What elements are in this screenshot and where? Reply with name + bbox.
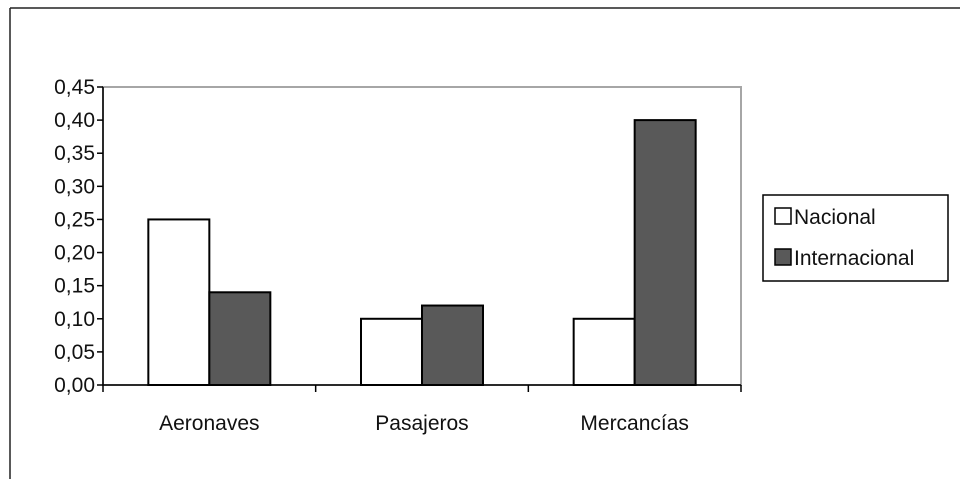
x-axis-labels: Aeronaves Pasajeros Mercancías bbox=[159, 412, 689, 435]
y-tick-label: 0,10 bbox=[54, 308, 95, 331]
x-axis-ticks bbox=[102, 385, 742, 392]
y-tick-label: 0,25 bbox=[54, 208, 95, 231]
bar-nacional bbox=[572, 317, 636, 386]
legend-label-internacional: Internacional bbox=[794, 247, 914, 270]
legend: Nacional Internacional bbox=[762, 194, 949, 282]
y-tick-label: 0,05 bbox=[54, 341, 95, 364]
bar-internacional bbox=[633, 119, 697, 386]
legend-box bbox=[762, 194, 949, 282]
bar-nacional bbox=[360, 317, 423, 386]
y-axis-ticks bbox=[97, 86, 103, 386]
x-tick-label: Aeronaves bbox=[159, 412, 259, 435]
y-tick-label: 0,45 bbox=[54, 76, 95, 99]
y-tick-label: 0,30 bbox=[54, 175, 95, 198]
legend-label-nacional: Nacional bbox=[794, 206, 876, 229]
x-tick-label: Pasajeros bbox=[375, 412, 468, 435]
y-tick-label: 0,15 bbox=[54, 275, 95, 298]
legend-swatch-internacional bbox=[774, 248, 792, 266]
y-tick-label: 0,20 bbox=[54, 242, 95, 265]
y-tick-label: 0,00 bbox=[54, 374, 95, 397]
bars bbox=[147, 119, 697, 386]
bar-internacional bbox=[421, 304, 484, 386]
y-tick-label: 0,35 bbox=[54, 142, 95, 165]
y-tick-label: 0,40 bbox=[54, 109, 95, 132]
bar-nacional bbox=[147, 218, 211, 386]
bar-internacional bbox=[208, 291, 272, 386]
x-tick-label: Mercancías bbox=[580, 412, 689, 435]
legend-swatch-nacional bbox=[774, 207, 792, 225]
y-axis-labels: 0,00 0,05 0,10 0,15 0,20 0,25 0,30 0,35 0,40 0,45 bbox=[54, 76, 95, 397]
